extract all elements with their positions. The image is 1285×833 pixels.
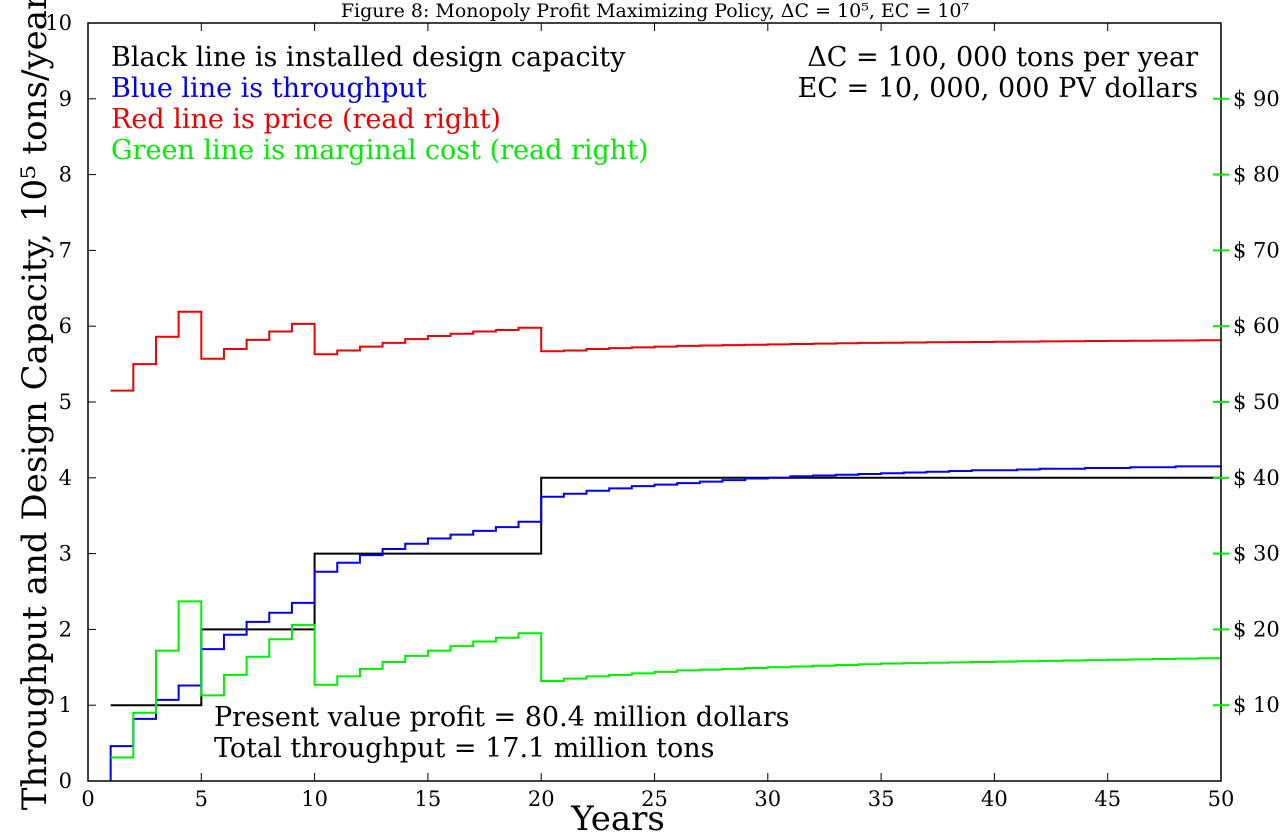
y-tick-label: 9 [59, 87, 72, 111]
x-tick-label: 30 [754, 787, 781, 811]
x-tick-label: 50 [1208, 787, 1235, 811]
x-tick-label: 15 [415, 787, 442, 811]
annotations: Black line is installed design capacity … [111, 42, 1198, 764]
legend-text-throughput: Blue line is throughput [111, 73, 427, 104]
y-tick-label: 0 [59, 769, 72, 793]
x-tick-label: 25 [641, 787, 668, 811]
y-tick-label: 3 [59, 542, 72, 566]
labels: Figure 8: Monopoly Profit Maximizing Pol… [15, 0, 970, 833]
x-tick-label: 45 [1094, 787, 1121, 811]
y-tick-label: 5 [59, 390, 72, 414]
y2-tick-label: $ 20 [1233, 617, 1280, 641]
x-tick-label: 0 [81, 787, 94, 811]
chart-title: Figure 8: Monopoly Profit Maximizing Pol… [341, 0, 970, 22]
x-tick-label: 35 [868, 787, 895, 811]
y-tick-label: 1 [59, 693, 72, 717]
legend-text-capacity: Black line is installed design capacity [111, 42, 626, 73]
x-tick-label: 40 [981, 787, 1008, 811]
plot-marks [109, 310, 1222, 781]
y2-tick-label: $ 60 [1233, 314, 1280, 338]
legend-text-price: Red line is price (read right) [111, 104, 501, 135]
y2-tick-label: $ 70 [1233, 238, 1280, 262]
y-tick-label: 4 [59, 466, 72, 490]
y2-tick-label: $ 90 [1233, 87, 1280, 111]
annotation-total-throughput: Total throughput = 17.1 million tons [214, 733, 715, 764]
series-line-throughput [109, 465, 1222, 781]
y2-tick-label: $ 50 [1233, 390, 1280, 414]
series-line-price [110, 310, 1221, 392]
y-axis-label: Throughput and Design Capacity, 10⁵ tons… [15, 0, 55, 810]
y-tick-label: 10 [45, 11, 72, 35]
y2-tick-label: $ 30 [1233, 542, 1280, 566]
y-tick-label: 7 [59, 238, 72, 262]
y-tick-label: 6 [59, 314, 72, 338]
y2-tick-label: $ 40 [1233, 466, 1280, 490]
y2-tick-label: $ 10 [1233, 693, 1280, 717]
x-tick-label: 5 [195, 787, 208, 811]
y-tick-label: 2 [59, 617, 72, 641]
legend-text-marginal-cost: Green line is marginal cost (read right) [111, 135, 649, 166]
annotation-ec: EC = 10, 000, 000 PV dollars [798, 73, 1198, 104]
x-tick-label: 20 [528, 787, 555, 811]
x-tick-label: 10 [301, 787, 328, 811]
annotation-delta-c: ΔC = 100, 000 tons per year [807, 42, 1198, 73]
series-line-marginal-cost [110, 600, 1221, 759]
annotation-pv-profit: Present value profit = 80.4 million doll… [214, 702, 789, 733]
x-axis-label: Years [570, 799, 665, 833]
y2-tick-label: $ 80 [1233, 163, 1280, 187]
y-tick-label: 8 [59, 163, 72, 187]
